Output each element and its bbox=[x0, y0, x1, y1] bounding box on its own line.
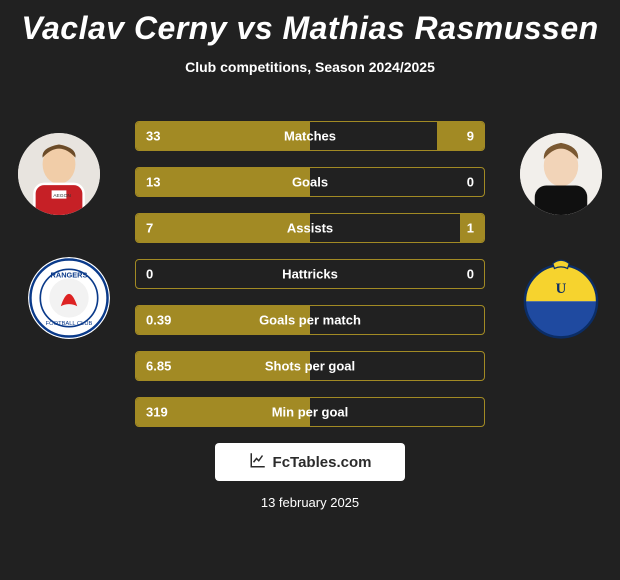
stat-label: Assists bbox=[287, 221, 333, 236]
stat-row: 0 0 Hattricks bbox=[135, 259, 485, 289]
stat-label: Goals bbox=[292, 175, 328, 190]
stat-fill-left bbox=[136, 214, 310, 242]
stat-label: Matches bbox=[284, 129, 336, 144]
comparison-stage: AEGON RANGERS FOOTBALL CLUB U bbox=[0, 105, 620, 425]
svg-text:U: U bbox=[556, 281, 567, 297]
svg-text:AEGON: AEGON bbox=[53, 193, 71, 199]
stat-value-left: 0.39 bbox=[146, 313, 171, 328]
stat-row: 13 0 Goals bbox=[135, 167, 485, 197]
stat-value-right: 0 bbox=[467, 267, 474, 282]
stat-value-right: 1 bbox=[467, 221, 474, 236]
stat-fill-left bbox=[136, 168, 310, 196]
stat-row: 6.85 Shots per goal bbox=[135, 351, 485, 381]
stat-value-left: 7 bbox=[146, 221, 153, 236]
stat-value-left: 6.85 bbox=[146, 359, 171, 374]
stat-label: Min per goal bbox=[272, 405, 349, 420]
stat-row: 319 Min per goal bbox=[135, 397, 485, 427]
stat-fill-right bbox=[437, 122, 484, 150]
stat-row: 7 1 Assists bbox=[135, 213, 485, 243]
page-title: Vaclav Cerny vs Mathias Rasmussen bbox=[0, 0, 620, 47]
svg-text:FOOTBALL CLUB: FOOTBALL CLUB bbox=[46, 321, 93, 327]
date-label: 13 february 2025 bbox=[0, 495, 620, 510]
stat-label: Goals per match bbox=[259, 313, 361, 328]
player-left-avatar: AEGON bbox=[18, 133, 100, 215]
stat-value-left: 13 bbox=[146, 175, 160, 190]
stat-value-left: 33 bbox=[146, 129, 160, 144]
svg-text:RANGERS: RANGERS bbox=[51, 271, 88, 280]
player-right-avatar bbox=[520, 133, 602, 215]
brand-label: FcTables.com bbox=[273, 454, 372, 471]
club-left-badge: RANGERS FOOTBALL CLUB bbox=[28, 257, 110, 339]
subtitle: Club competitions, Season 2024/2025 bbox=[0, 59, 620, 75]
stat-value-left: 0 bbox=[146, 267, 153, 282]
stat-value-right: 9 bbox=[467, 129, 474, 144]
stat-label: Shots per goal bbox=[265, 359, 355, 374]
stat-label: Hattricks bbox=[282, 267, 338, 282]
club-right-badge: U bbox=[520, 257, 602, 339]
stat-row: 0.39 Goals per match bbox=[135, 305, 485, 335]
stat-row: 33 9 Matches bbox=[135, 121, 485, 151]
chart-icon bbox=[249, 451, 267, 473]
stat-value-left: 319 bbox=[146, 405, 168, 420]
stat-bars: 33 9 Matches 13 0 Goals 7 1 Assists 0 0 Hattricks 0.… bbox=[135, 121, 485, 443]
brand-badge[interactable]: FcTables.com bbox=[215, 443, 405, 481]
stat-value-right: 0 bbox=[467, 175, 474, 190]
